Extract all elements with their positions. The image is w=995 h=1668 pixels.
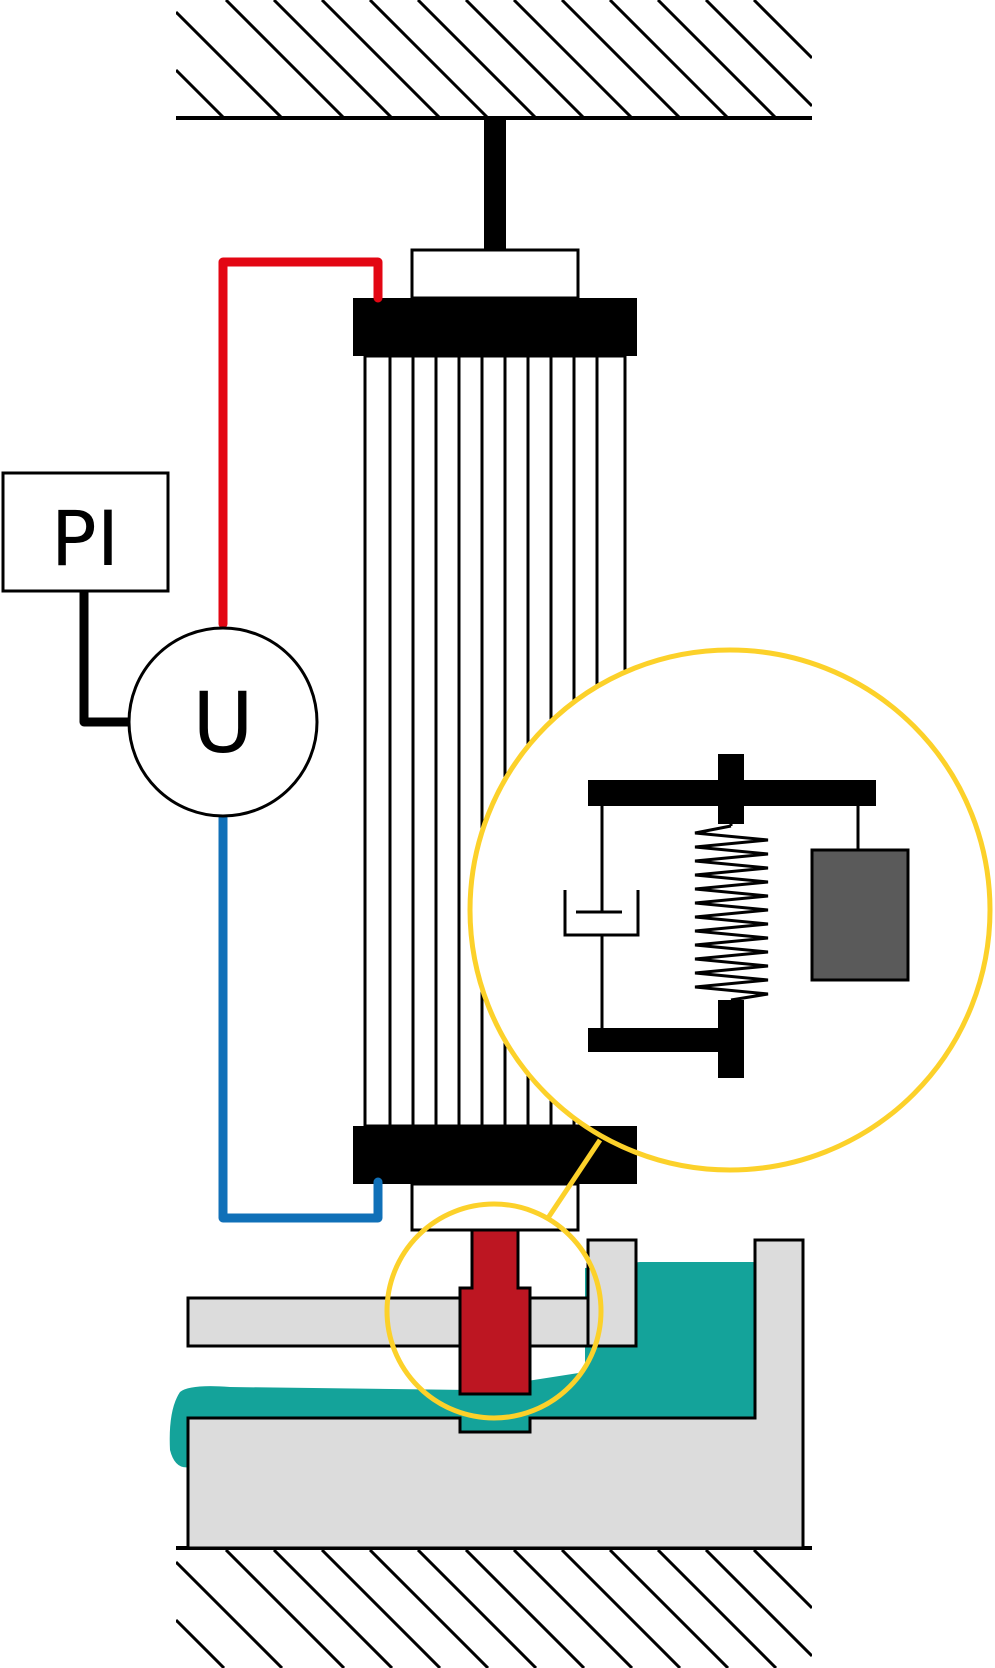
- pi-controller: PI: [1, 471, 170, 593]
- highlight-circle-small: [384, 1201, 604, 1421]
- mass-icon: [810, 806, 910, 982]
- bottom-ground-hatching: [176, 1550, 812, 1668]
- damper-icon: [563, 806, 640, 1028]
- top-end-plate: [353, 298, 637, 356]
- mounting-rod: [484, 118, 506, 250]
- guide-wall: [586, 1238, 638, 1348]
- voltage-source: U: [127, 626, 319, 818]
- detail-bottom-rod: [718, 1000, 744, 1078]
- bottom-cap: [410, 1182, 580, 1232]
- highlight-circle-large: [467, 647, 993, 1173]
- negative-wire: [218, 813, 383, 1223]
- pi-controller-label: PI: [51, 494, 119, 583]
- detail-top-rod: [718, 754, 744, 824]
- highlight-connector: [545, 1138, 603, 1220]
- positive-wire: [218, 257, 383, 629]
- top-cap: [410, 248, 580, 300]
- top-ground-hatching: [176, 0, 812, 118]
- spring-icon: [694, 824, 769, 1002]
- voltage-source-label: U: [192, 674, 253, 772]
- valve-body: [186, 1238, 805, 1550]
- valve-needle: [458, 1228, 532, 1396]
- control-signal-wire: [79, 587, 133, 727]
